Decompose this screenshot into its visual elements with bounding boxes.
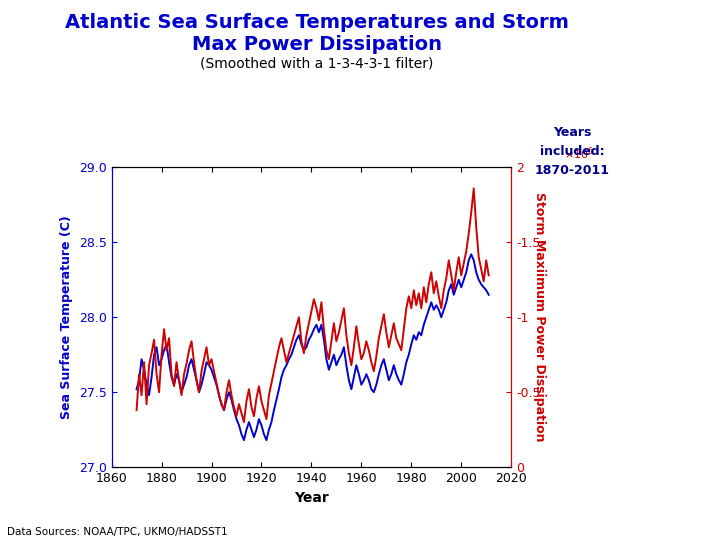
Y-axis label: Storm Maxiimum Power Dissipation: Storm Maxiimum Power Dissipation [533, 192, 546, 442]
Text: Data Sources: NOAA/TPC, UKMO/HADSST1: Data Sources: NOAA/TPC, UKMO/HADSST1 [7, 527, 228, 537]
Y-axis label: Sea Surface Temperature (C): Sea Surface Temperature (C) [60, 215, 73, 419]
Text: Max Power Dissipation: Max Power Dissipation [192, 35, 442, 54]
Text: (Smoothed with a 1-3-4-3-1 filter): (Smoothed with a 1-3-4-3-1 filter) [200, 57, 433, 71]
Text: Atlantic Sea Surface Temperatures and Storm: Atlantic Sea Surface Temperatures and St… [65, 14, 569, 32]
Text: $\times$10$^6$: $\times$10$^6$ [564, 145, 594, 162]
Text: Years
included:
1870-2011: Years included: 1870-2011 [535, 126, 610, 177]
X-axis label: Year: Year [294, 490, 329, 504]
